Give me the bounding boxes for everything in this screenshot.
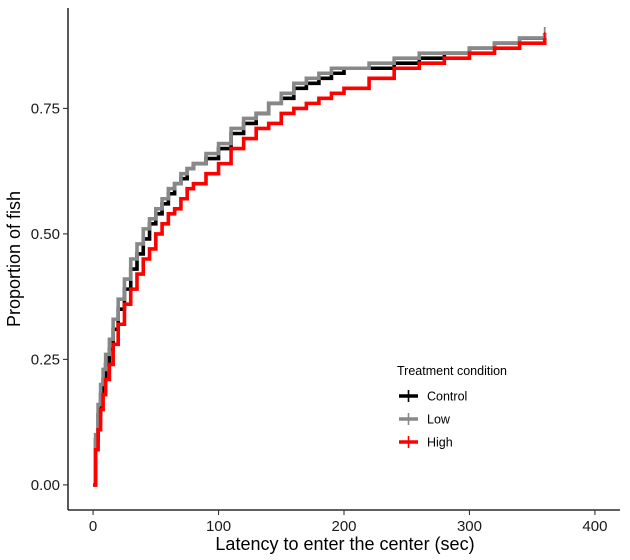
x-tick-label: 400 xyxy=(582,518,607,535)
legend-entries: Control Low High xyxy=(399,390,467,450)
series-line-high xyxy=(93,38,547,487)
legend: Treatment condition Control Low High xyxy=(397,364,507,450)
x-tick-label: 200 xyxy=(331,518,356,535)
legend-title: Treatment condition xyxy=(397,364,507,378)
legend-label-low: Low xyxy=(427,413,451,427)
y-tick-label: 0.00 xyxy=(31,477,60,494)
y-axis-title: Proportion of fish xyxy=(4,191,24,327)
legend-item-control: Control xyxy=(399,390,467,404)
legend-item-high: High xyxy=(399,436,453,450)
y-tick-label: 0.25 xyxy=(31,351,60,368)
y-tick-label: 0.75 xyxy=(31,100,60,117)
axes: 0 100 200 300 400 0.00 0.25 0.50 0.75 xyxy=(31,8,620,535)
series-line-low xyxy=(93,33,547,487)
x-tick-label: 300 xyxy=(457,518,482,535)
series-layer xyxy=(93,27,547,487)
legend-item-low: Low xyxy=(399,413,451,427)
x-tick-label: 100 xyxy=(206,518,231,535)
legend-label-control: Control xyxy=(427,390,467,404)
y-tick-label: 0.50 xyxy=(31,226,60,243)
legend-label-high: High xyxy=(427,436,453,450)
x-axis-title: Latency to enter the center (sec) xyxy=(215,534,474,554)
x-tick-label: 0 xyxy=(89,518,97,535)
